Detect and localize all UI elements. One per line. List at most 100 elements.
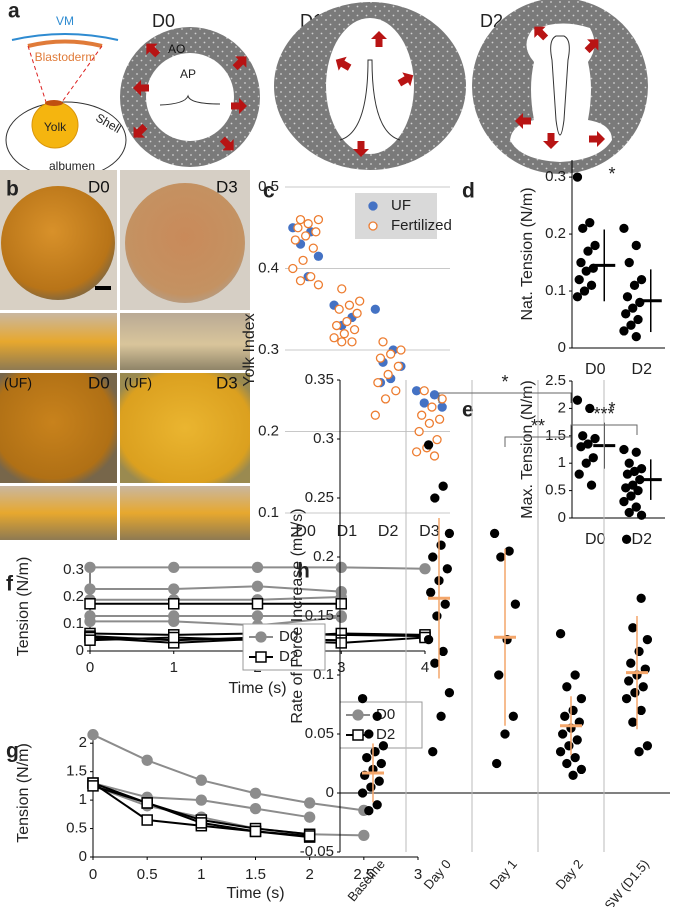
- legend-label: UF: [391, 197, 411, 214]
- annotation: *: [608, 399, 615, 419]
- y-tick-label: 1: [558, 454, 566, 471]
- point: [168, 631, 180, 644]
- photo-label: (UF): [124, 375, 152, 391]
- point: [249, 787, 262, 799]
- y-axis-label: Max. Tension (N/m): [519, 380, 536, 518]
- point: [335, 561, 347, 574]
- point: [168, 583, 180, 595]
- bracket-label: ***: [593, 404, 614, 424]
- point: [84, 583, 96, 595]
- point: [629, 280, 640, 290]
- point: [619, 223, 629, 234]
- point: [375, 353, 386, 363]
- photo-label: D3: [216, 177, 238, 196]
- point: [334, 304, 344, 314]
- legend-marker: [368, 221, 378, 231]
- point: [335, 637, 347, 649]
- y-tick-label: 1.5: [66, 763, 87, 780]
- point: [168, 561, 180, 574]
- point: [249, 825, 262, 838]
- panel-label: g: [6, 740, 19, 763]
- point: [494, 670, 504, 680]
- point: [423, 634, 434, 645]
- x-tick-label: Baseline: [344, 856, 388, 904]
- point: [504, 546, 514, 556]
- y-tick-label: 0.3: [258, 341, 279, 358]
- point: [357, 693, 368, 704]
- x-tick-label: 1: [197, 866, 205, 883]
- point: [329, 333, 339, 343]
- panel-label: h: [297, 560, 310, 583]
- point: [195, 794, 207, 806]
- x-tick-label: D1: [337, 523, 358, 540]
- y-tick-label: 0.2: [313, 548, 334, 565]
- point: [429, 451, 440, 461]
- x-tick-label: D0: [585, 361, 606, 378]
- point: [624, 257, 634, 268]
- x-axis-label: Time (s): [226, 885, 284, 902]
- albumen-label: albumen: [49, 159, 95, 173]
- y-tick-label: 0.2: [63, 588, 84, 605]
- point: [555, 747, 566, 757]
- point: [303, 219, 313, 229]
- ap-label: AP: [180, 67, 196, 81]
- y-tick-label: 0.15: [305, 607, 334, 624]
- y-tick-label: 0: [558, 509, 566, 526]
- point: [590, 240, 600, 251]
- y-tick-label: 0.05: [305, 725, 334, 742]
- point: [419, 398, 429, 408]
- point: [411, 386, 422, 396]
- line: [90, 616, 342, 627]
- y-axis-label: Yolk Index: [241, 313, 258, 386]
- point: [583, 246, 593, 256]
- y-tick-label: 0.5: [66, 820, 87, 837]
- line: [90, 585, 342, 593]
- point: [335, 598, 347, 610]
- point: [141, 814, 153, 826]
- point: [84, 561, 96, 574]
- point: [636, 705, 646, 716]
- x-tick-label: Day 0: [421, 856, 454, 892]
- x-tick-label: D2: [632, 361, 653, 378]
- point: [195, 774, 207, 786]
- point: [444, 528, 455, 539]
- point: [578, 431, 588, 441]
- x-tick-label: 0.5: [137, 866, 158, 883]
- bracket-label: **: [531, 416, 545, 436]
- point: [411, 447, 422, 457]
- x-tick-label: 3: [414, 866, 422, 883]
- y-tick-label: 0: [79, 848, 87, 865]
- panel-label: e: [462, 399, 474, 422]
- point: [619, 326, 629, 336]
- x-tick-label: 3: [337, 659, 345, 676]
- point: [619, 496, 629, 507]
- y-tick-label: 0: [558, 339, 566, 356]
- point: [424, 418, 435, 429]
- photo: [0, 373, 117, 483]
- point: [570, 670, 580, 680]
- x-tick-label: D2: [632, 531, 653, 548]
- panel-label: d: [462, 180, 475, 203]
- line: [90, 596, 342, 601]
- point: [631, 447, 641, 457]
- point: [295, 214, 306, 225]
- point: [574, 274, 584, 285]
- y-tick-label: 2.5: [545, 372, 566, 389]
- point: [440, 599, 450, 609]
- point: [621, 534, 632, 544]
- point: [585, 403, 595, 414]
- legend-marker: [352, 709, 364, 721]
- y-tick-label: 0.35: [305, 371, 334, 388]
- zoom-line: [27, 45, 47, 103]
- point: [355, 296, 365, 306]
- point: [358, 829, 370, 842]
- y-tick-label: 0.5: [258, 178, 279, 195]
- point: [631, 502, 641, 512]
- point: [378, 337, 388, 347]
- point: [380, 394, 391, 404]
- point: [293, 223, 303, 233]
- vm-arc: [11, 33, 119, 41]
- point: [313, 280, 324, 290]
- photo-label: D3: [216, 373, 238, 392]
